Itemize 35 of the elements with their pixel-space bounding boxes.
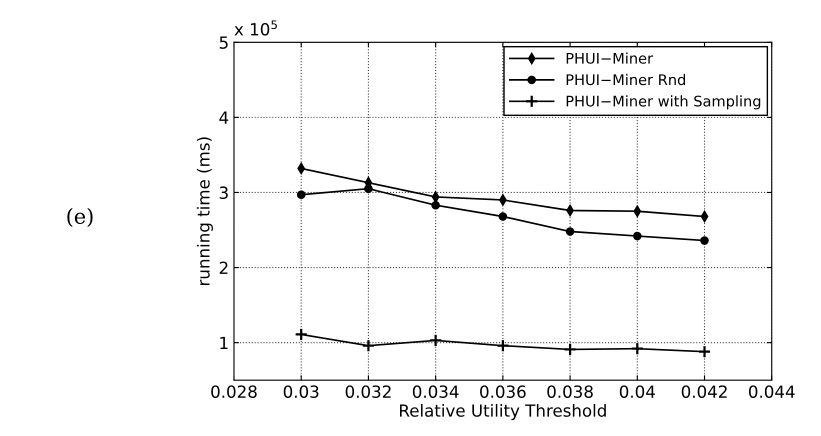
point <box>362 338 376 352</box>
point <box>431 200 440 210</box>
y-tick-label: 2 <box>220 262 228 274</box>
point <box>296 190 306 200</box>
point <box>364 184 373 194</box>
y-tick-label: 3 <box>220 186 228 200</box>
point <box>496 338 510 352</box>
text: (e) <box>67 208 93 227</box>
y-tick-label: 1 <box>220 336 228 349</box>
x-tick-label: 0.042 <box>682 385 727 398</box>
legend-label: PHUI−Miner with Sampling <box>566 95 760 110</box>
point <box>566 227 574 236</box>
x-tick-label: 0.03 <box>284 385 318 398</box>
x-tick-label: 0.044 <box>748 385 795 398</box>
point <box>632 232 642 240</box>
legend-label: PHUI−Miner Rnd <box>566 74 686 86</box>
x-tick-label: 0.036 <box>480 385 526 398</box>
point <box>698 344 712 358</box>
point <box>428 334 442 348</box>
point <box>630 342 644 356</box>
point <box>700 236 709 245</box>
y-tick-label: 4 <box>219 112 228 124</box>
point <box>294 328 308 342</box>
x-tick-label: 0.038 <box>547 385 593 398</box>
x-tick-label: 0.04 <box>620 385 655 398</box>
x-tick-label: 0.034 <box>412 385 459 398</box>
y-axis-title: running time (ms) <box>196 137 213 285</box>
y-tick-label: 5 <box>220 36 228 49</box>
text: x 10$^{5}$ <box>234 20 277 36</box>
x-tick-label: 0.028 <box>211 385 257 398</box>
legend-label: PHUI−Miner <box>566 52 654 64</box>
x-tick-label: 0.032 <box>346 385 391 398</box>
x-axis-title: Relative Utility Threshold <box>400 404 606 420</box>
point <box>498 212 508 221</box>
point <box>563 342 577 356</box>
